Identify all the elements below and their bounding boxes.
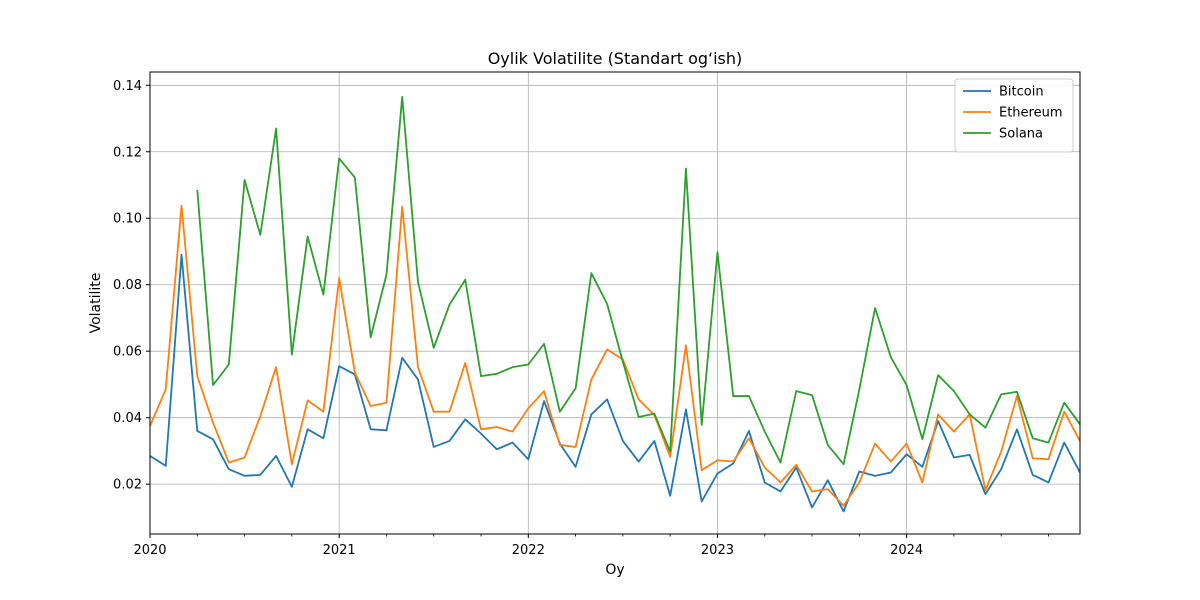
x-tick-label: 2020: [133, 543, 166, 558]
y-axis: 0.02 0.04 0.06 0.08 0.10 0.12 0.14: [113, 79, 150, 493]
x-tick-label: 2024: [890, 543, 923, 558]
legend: Bitcoin Ethereum Solana: [954, 78, 1074, 153]
y-tick-label: 0.12: [113, 145, 142, 160]
series-line-bitcoin: [149, 253, 1081, 513]
y-tick-label: 0.04: [113, 411, 142, 426]
y-axis-title: Volatilite: [88, 273, 104, 334]
plot-frame: [149, 71, 1081, 535]
y-tick-label: 0.02: [113, 478, 142, 493]
x-tick-label: 2022: [512, 543, 545, 558]
x-tick-label: 2021: [323, 543, 356, 558]
x-axis-title: Oy: [605, 562, 624, 578]
x-tick-label: 2023: [701, 543, 734, 558]
y-tick-label: 0.14: [113, 79, 142, 94]
y-tick-label: 0.10: [113, 212, 142, 227]
legend-label-ethereum: Ethereum: [999, 106, 1063, 121]
x-axis: 2020 2021 2022 2023 2024: [133, 534, 1049, 558]
series-line-solana: [196, 96, 1081, 466]
legend-label-bitcoin: Bitcoin: [999, 85, 1044, 100]
legend-label-solana: Solana: [999, 127, 1043, 142]
series-line-ethereum: [149, 204, 1081, 507]
y-tick-label: 0.08: [113, 278, 142, 293]
y-tick-label: 0.06: [113, 345, 142, 360]
series-lines: [149, 96, 1081, 513]
chart-title: Oylik Volatilite (Standart og‘ish): [488, 49, 743, 68]
